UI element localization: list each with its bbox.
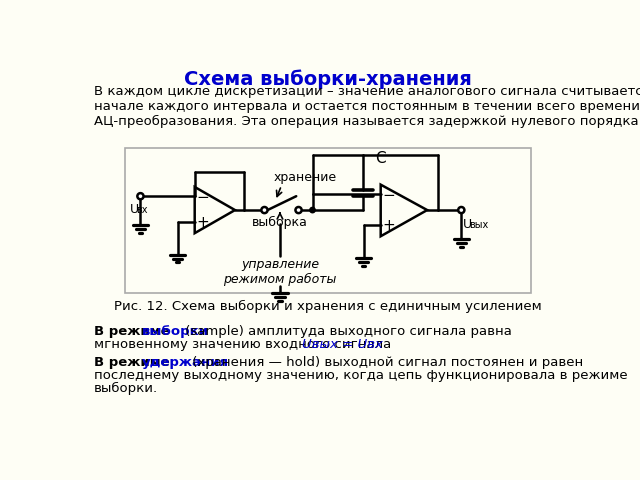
Text: управление
режимом работы: управление режимом работы bbox=[223, 258, 337, 286]
Text: последнему выходному значению, когда цепь функционировала в режиме: последнему выходному значению, когда цеп… bbox=[94, 369, 628, 382]
FancyBboxPatch shape bbox=[125, 148, 531, 293]
Text: Рис. 12. Схема выборки и хранения с единичным усилением: Рис. 12. Схема выборки и хранения с един… bbox=[114, 300, 542, 313]
Text: В каждом цикле дискретизации – значение аналогового сигнала считывается в
начале: В каждом цикле дискретизации – значение … bbox=[94, 85, 640, 129]
Text: U: U bbox=[463, 218, 472, 231]
Circle shape bbox=[458, 207, 465, 213]
Text: −: − bbox=[382, 188, 395, 203]
Text: +: + bbox=[196, 215, 209, 230]
Text: +: + bbox=[382, 218, 395, 233]
Text: Схема выборки-хранения: Схема выборки-хранения bbox=[184, 70, 472, 89]
Circle shape bbox=[310, 207, 316, 213]
Text: (sample) амплитуда выходного сигнала равна: (sample) амплитуда выходного сигнала рав… bbox=[180, 325, 511, 338]
Circle shape bbox=[296, 207, 301, 213]
Text: В режиме: В режиме bbox=[94, 325, 174, 338]
Text: вых: вых bbox=[469, 220, 488, 230]
Circle shape bbox=[138, 193, 143, 199]
Text: U: U bbox=[129, 203, 139, 216]
Text: .: . bbox=[365, 338, 369, 351]
Text: выборки.: выборки. bbox=[94, 382, 158, 395]
Circle shape bbox=[261, 207, 268, 213]
Text: выборки: выборки bbox=[142, 325, 209, 338]
Text: мгновенному значению входного сигнала: мгновенному значению входного сигнала bbox=[94, 338, 396, 351]
Text: выборка: выборка bbox=[252, 216, 308, 229]
Text: −: − bbox=[196, 190, 209, 205]
Text: вх: вх bbox=[136, 205, 148, 216]
Text: удержания: удержания bbox=[142, 356, 229, 369]
Text: (хранения — hold) выходной сигнал постоянен и равен: (хранения — hold) выходной сигнал постоя… bbox=[189, 356, 584, 369]
Text: C: C bbox=[375, 151, 386, 166]
Text: Uвых = Uвх: Uвых = Uвх bbox=[301, 338, 383, 351]
Text: В режиме: В режиме bbox=[94, 356, 174, 369]
Text: хранение: хранение bbox=[274, 171, 337, 184]
